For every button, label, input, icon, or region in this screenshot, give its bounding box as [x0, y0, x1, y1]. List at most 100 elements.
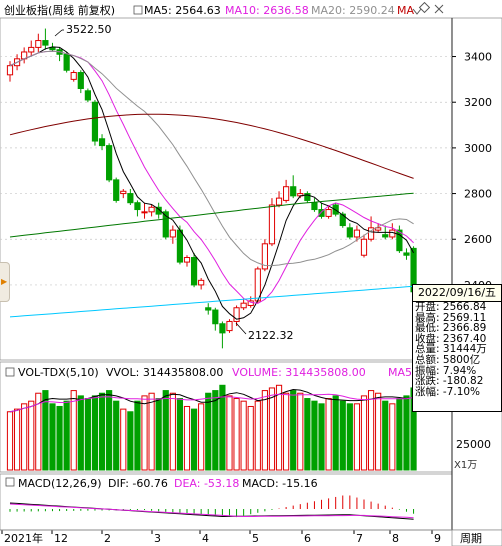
macd-lines	[9, 502, 414, 520]
diamond-icon[interactable]	[418, 1, 431, 14]
macd-dea-line	[9, 503, 414, 519]
side-expand-handle[interactable]: ▶	[0, 262, 10, 302]
volume-bar	[304, 398, 311, 471]
candle-body	[120, 190, 127, 195]
candle-body	[148, 206, 155, 213]
info-rows: 开盘: 2566.84 最高: 2569.11 最低: 2366.89 收盘: 236…	[413, 302, 501, 397]
volume-bar	[49, 403, 56, 471]
corner-cell[interactable]	[451, 529, 502, 546]
info-row-label: 总量:	[415, 343, 440, 356]
info-row: 开盘: 2566.84	[413, 302, 501, 313]
main-title-row: 创业板指(周线 前复权) MA5: 2564.63 MA10: 2636.58 …	[4, 3, 414, 17]
volume-bar	[198, 403, 205, 471]
x-axis-labels: 2021年 12 2 3 4 5 6 7 8 9	[0, 529, 452, 545]
volume-bar	[106, 390, 113, 471]
info-row-label: 最高:	[415, 311, 440, 324]
candle-body	[134, 202, 141, 211]
info-row-label: 收盘:	[415, 332, 440, 345]
volume-bar	[183, 405, 191, 471]
volume-bar	[261, 390, 268, 471]
info-box: 开盘: 2566.84 最高: 2569.11 最低: 2366.89 收盘: 236…	[412, 284, 502, 412]
candle-body	[91, 101, 99, 142]
volume-bar	[325, 398, 332, 471]
candle-body	[35, 40, 42, 48]
corner-label[interactable]: 周期	[460, 532, 482, 545]
candle-body	[346, 227, 353, 238]
x-tick-label: 6	[304, 532, 311, 545]
candle-body	[169, 229, 176, 238]
volume-bar	[127, 411, 134, 471]
volume-collapse-icon[interactable]	[5, 367, 15, 377]
x-tick-label: 2021年	[4, 531, 43, 545]
volume-bar	[120, 408, 127, 471]
info-row-label: 开盘:	[415, 301, 440, 313]
volume-bar	[113, 400, 120, 471]
main-title-controls[interactable]	[133, 1, 444, 15]
candle-body	[190, 257, 198, 286]
ma60-line	[9, 113, 414, 179]
ma120-line	[9, 192, 414, 238]
volume-bar	[155, 398, 162, 471]
candle-body	[311, 202, 318, 211]
ma-lines	[9, 46, 415, 320]
candle-body	[240, 302, 247, 309]
side-expand-arrow-icon[interactable]: ▶	[1, 277, 8, 286]
candle-body	[205, 307, 212, 311]
candle-body	[360, 238, 368, 256]
candle-body	[233, 307, 240, 322]
candle-body	[70, 72, 77, 80]
main-collapse-icon[interactable]	[133, 5, 143, 15]
x-tick-label: 5	[252, 532, 259, 545]
y-tick-label: 2800	[464, 188, 492, 201]
info-row-value: -180.82	[439, 375, 484, 388]
volume-bar	[176, 398, 184, 471]
volume-bar	[6, 411, 14, 471]
volume-bar	[134, 400, 141, 471]
volume-bar	[141, 395, 148, 471]
volume-bar	[375, 392, 382, 471]
candle-body	[275, 197, 283, 206]
candle-body	[375, 227, 382, 231]
volume-bar	[21, 403, 28, 471]
candle-body	[141, 211, 148, 214]
candle-body	[183, 257, 191, 263]
candle-body	[325, 209, 332, 217]
volume-bar	[332, 395, 339, 471]
info-row-value: 2569.11	[439, 311, 487, 324]
info-row: 最高: 2569.11	[413, 311, 501, 324]
info-row-label: 总额:	[415, 353, 440, 366]
candle-body	[198, 279, 205, 286]
x-tick-label: 7	[356, 532, 363, 545]
info-row: 收盘: 2367.40	[413, 332, 501, 345]
info-row: 涨跌: -180.82	[413, 376, 501, 387]
close-icon[interactable]	[434, 4, 444, 14]
volume-bar	[98, 392, 106, 471]
info-row: 最低: 2366.89	[413, 323, 501, 334]
volume-bar	[240, 400, 247, 471]
candle-body	[304, 193, 311, 201]
volume-bar	[318, 403, 325, 471]
volume-bar	[77, 395, 84, 471]
volume-bar	[297, 392, 304, 471]
volume-bars	[6, 384, 417, 471]
y-tick-label: 2600	[464, 233, 492, 246]
candle-body	[106, 145, 113, 181]
candle-body	[290, 186, 297, 197]
macd-collapse-icon[interactable]	[5, 477, 15, 487]
chevron-down-icon[interactable]	[412, 8, 422, 15]
candle-body	[283, 186, 290, 201]
x-tick-label: 8	[392, 532, 399, 545]
macd-title: MACD(12,26,9)	[18, 477, 102, 490]
volume-y-tick: 25000	[456, 438, 491, 451]
y-tick-label: 3000	[464, 142, 492, 155]
info-row-value: -7.10%	[439, 385, 481, 398]
volume-bar	[290, 390, 297, 471]
info-row-value: 5800亿	[439, 353, 481, 366]
info-date: 2022/09/16/五	[412, 284, 502, 302]
info-row-value: 31444万	[439, 343, 487, 356]
volume-bar	[283, 392, 290, 471]
volume-bar	[353, 403, 361, 471]
candle-body	[113, 179, 120, 201]
x-tick-label: 3	[154, 532, 161, 545]
